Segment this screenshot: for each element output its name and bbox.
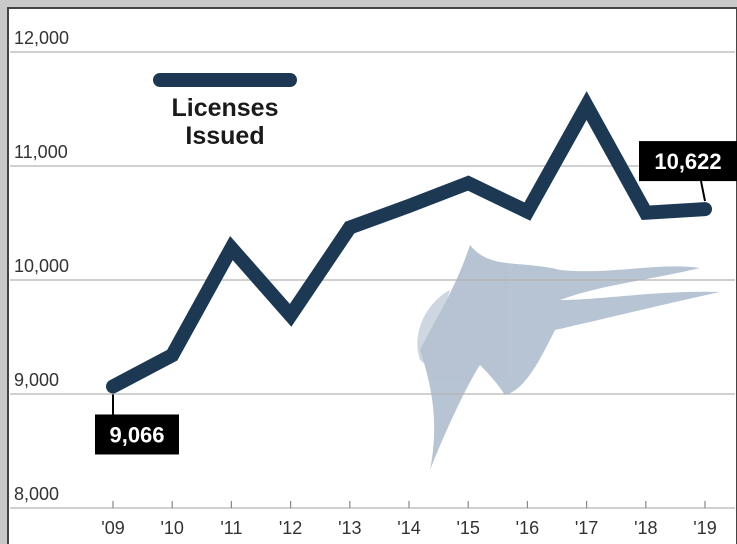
value-label-box: [95, 414, 179, 455]
x-tick-label: '12: [279, 518, 302, 538]
x-tick-label: '14: [397, 518, 420, 538]
x-tick-label: '13: [338, 518, 361, 538]
x-tick-label: '09: [101, 518, 124, 538]
y-tick-label: 10,000: [14, 256, 69, 276]
x-tick-label: '17: [575, 518, 598, 538]
x-tick-label: '15: [456, 518, 479, 538]
y-tick-label: 11,000: [14, 142, 68, 162]
series-line: [106, 91, 712, 394]
x-tick-label: '10: [160, 518, 183, 538]
y-tick-label: 8,000: [14, 484, 59, 504]
value-label: 9,066: [109, 422, 164, 447]
y-tick-label: 12,000: [14, 28, 69, 48]
x-tick-label: '16: [516, 518, 539, 538]
value-label-box: [639, 141, 737, 182]
y-tick-label: 9,000: [14, 370, 59, 390]
x-tick-label: '18: [634, 518, 657, 538]
label-pointer: [700, 180, 706, 202]
x-tick-label: '11: [220, 518, 242, 538]
x-tick-label: '19: [693, 518, 716, 538]
horse-illustration: [417, 245, 720, 470]
legend-label: Licenses Issued: [171, 94, 279, 150]
value-label: 10,622: [654, 149, 721, 174]
